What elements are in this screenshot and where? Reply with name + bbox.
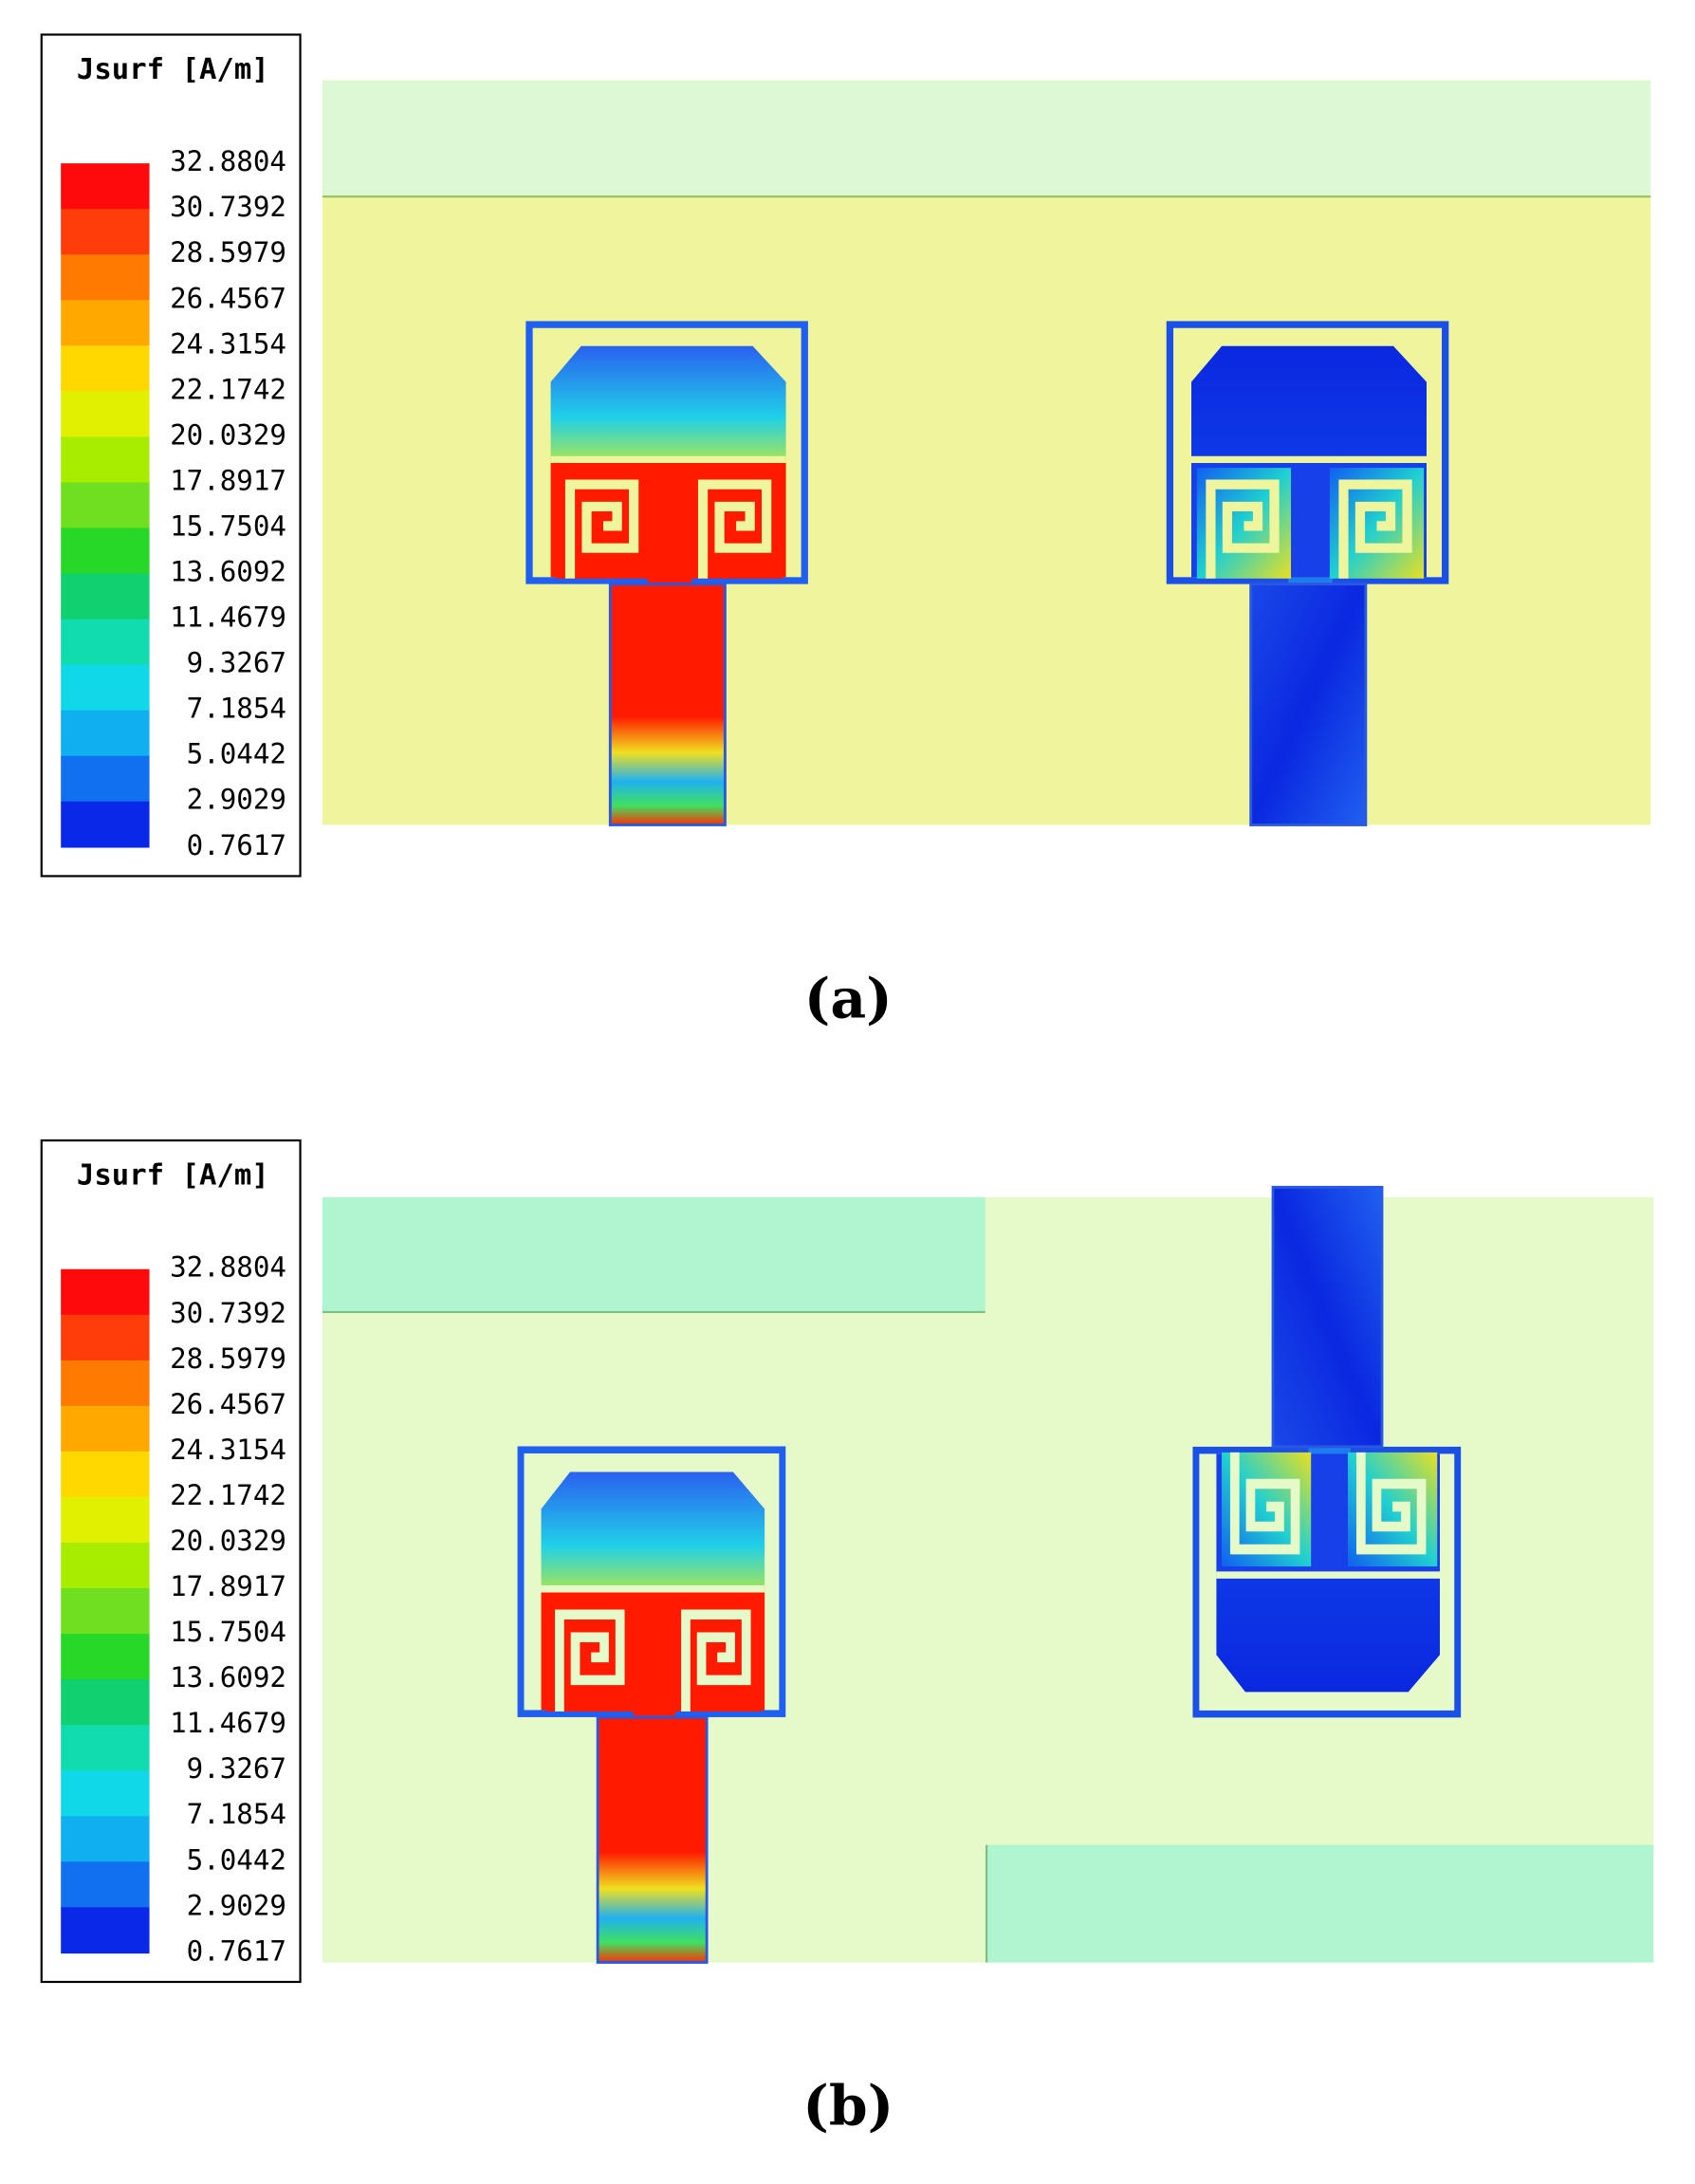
color-band (61, 1496, 150, 1544)
color-band (61, 1816, 150, 1863)
color-band (61, 801, 150, 848)
color-band (61, 391, 150, 438)
legend-label: 15.7504 (170, 1616, 286, 1648)
color-band (61, 619, 150, 666)
legend-label: 17.8917 (170, 464, 286, 496)
legend-label: 7.1854 (187, 1798, 286, 1830)
legend-label: 17.8917 (170, 1570, 286, 1602)
spiral-gap (1206, 479, 1280, 579)
color-band (61, 1634, 150, 1680)
color-band (61, 436, 150, 484)
legend-title: Jsurf [A/m] (77, 1158, 269, 1192)
color-band (61, 1861, 150, 1909)
antenna (1192, 1185, 1462, 1718)
color-band (61, 1405, 150, 1453)
legend-label: 2.9029 (187, 784, 286, 816)
legend-label: 28.5979 (170, 236, 286, 268)
antenna (517, 1446, 786, 1964)
legend-label: 20.0329 (170, 1525, 286, 1557)
color-band (61, 1268, 150, 1316)
legend-label: 32.8804 (170, 145, 286, 177)
legend-label: 9.3267 (187, 647, 286, 679)
legend-label: 24.3154 (170, 327, 286, 360)
color-band (61, 1588, 150, 1635)
antenna (1166, 321, 1449, 826)
spiral-gap (564, 479, 639, 579)
color-band (61, 1542, 150, 1589)
color-band (61, 482, 150, 529)
legend-label: 0.7617 (187, 1934, 286, 1967)
color-band (61, 209, 150, 255)
field-plots (322, 80, 1654, 1964)
legend-label: 5.0442 (187, 738, 286, 770)
color-band (61, 254, 150, 302)
legend-label: 26.4567 (170, 282, 286, 314)
color-band (61, 163, 150, 210)
legend-label: 22.1742 (170, 373, 286, 405)
color-band (61, 1451, 150, 1498)
ground-plane (986, 1844, 1654, 1963)
color-band (61, 345, 150, 393)
caption: (b) (802, 2073, 894, 2138)
legend-label: 5.0442 (187, 1843, 286, 1876)
legend-label: 15.7504 (170, 510, 286, 543)
legend-title: Jsurf [A/m] (77, 53, 269, 86)
spiral-gap (1338, 479, 1412, 579)
antenna (525, 321, 808, 826)
legend-label: 11.4679 (170, 1707, 286, 1739)
spiral-gap (1229, 1452, 1300, 1555)
legend-label: 20.0329 (170, 418, 286, 451)
feed-line (596, 1715, 709, 1964)
color-band (61, 1360, 150, 1407)
color-band (61, 1314, 150, 1361)
spiral-gap (1356, 1452, 1427, 1555)
legend-label: 9.3267 (187, 1752, 286, 1785)
color-band (61, 755, 150, 803)
color-band (61, 1770, 150, 1817)
legend-label: 13.6092 (170, 556, 286, 588)
legend-label: 2.9029 (187, 1889, 286, 1921)
ground-plane (322, 1196, 986, 1312)
legend-label: 30.7392 (170, 191, 286, 223)
legend-label: 32.8804 (170, 1251, 286, 1284)
color-band (61, 573, 150, 620)
legend-label: 11.4679 (170, 602, 286, 634)
spiral-gap (681, 1609, 751, 1712)
legend-label: 22.1742 (170, 1479, 286, 1511)
legend-label: 28.5979 (170, 1342, 286, 1375)
legend-label: 26.4567 (170, 1388, 286, 1420)
color-band (61, 1725, 150, 1771)
legend-label: 24.3154 (170, 1434, 286, 1466)
feed-line (1271, 1185, 1384, 1449)
color-band (61, 1679, 150, 1726)
caption: (a) (804, 966, 893, 1031)
legend-label: 30.7392 (170, 1297, 286, 1329)
ground-plane (322, 80, 1651, 197)
legend-label: 0.7617 (187, 829, 286, 861)
spiral-gap (555, 1609, 625, 1712)
legend-label: 7.1854 (187, 693, 286, 725)
color-band (61, 710, 150, 757)
feed-line (1249, 583, 1368, 826)
color-band (61, 300, 150, 347)
color-band (61, 527, 150, 575)
color-band (61, 664, 150, 712)
feed-line (608, 583, 727, 826)
spiral-gap (697, 479, 772, 579)
legend-label: 13.6092 (170, 1661, 286, 1694)
color-band (61, 1907, 150, 1954)
